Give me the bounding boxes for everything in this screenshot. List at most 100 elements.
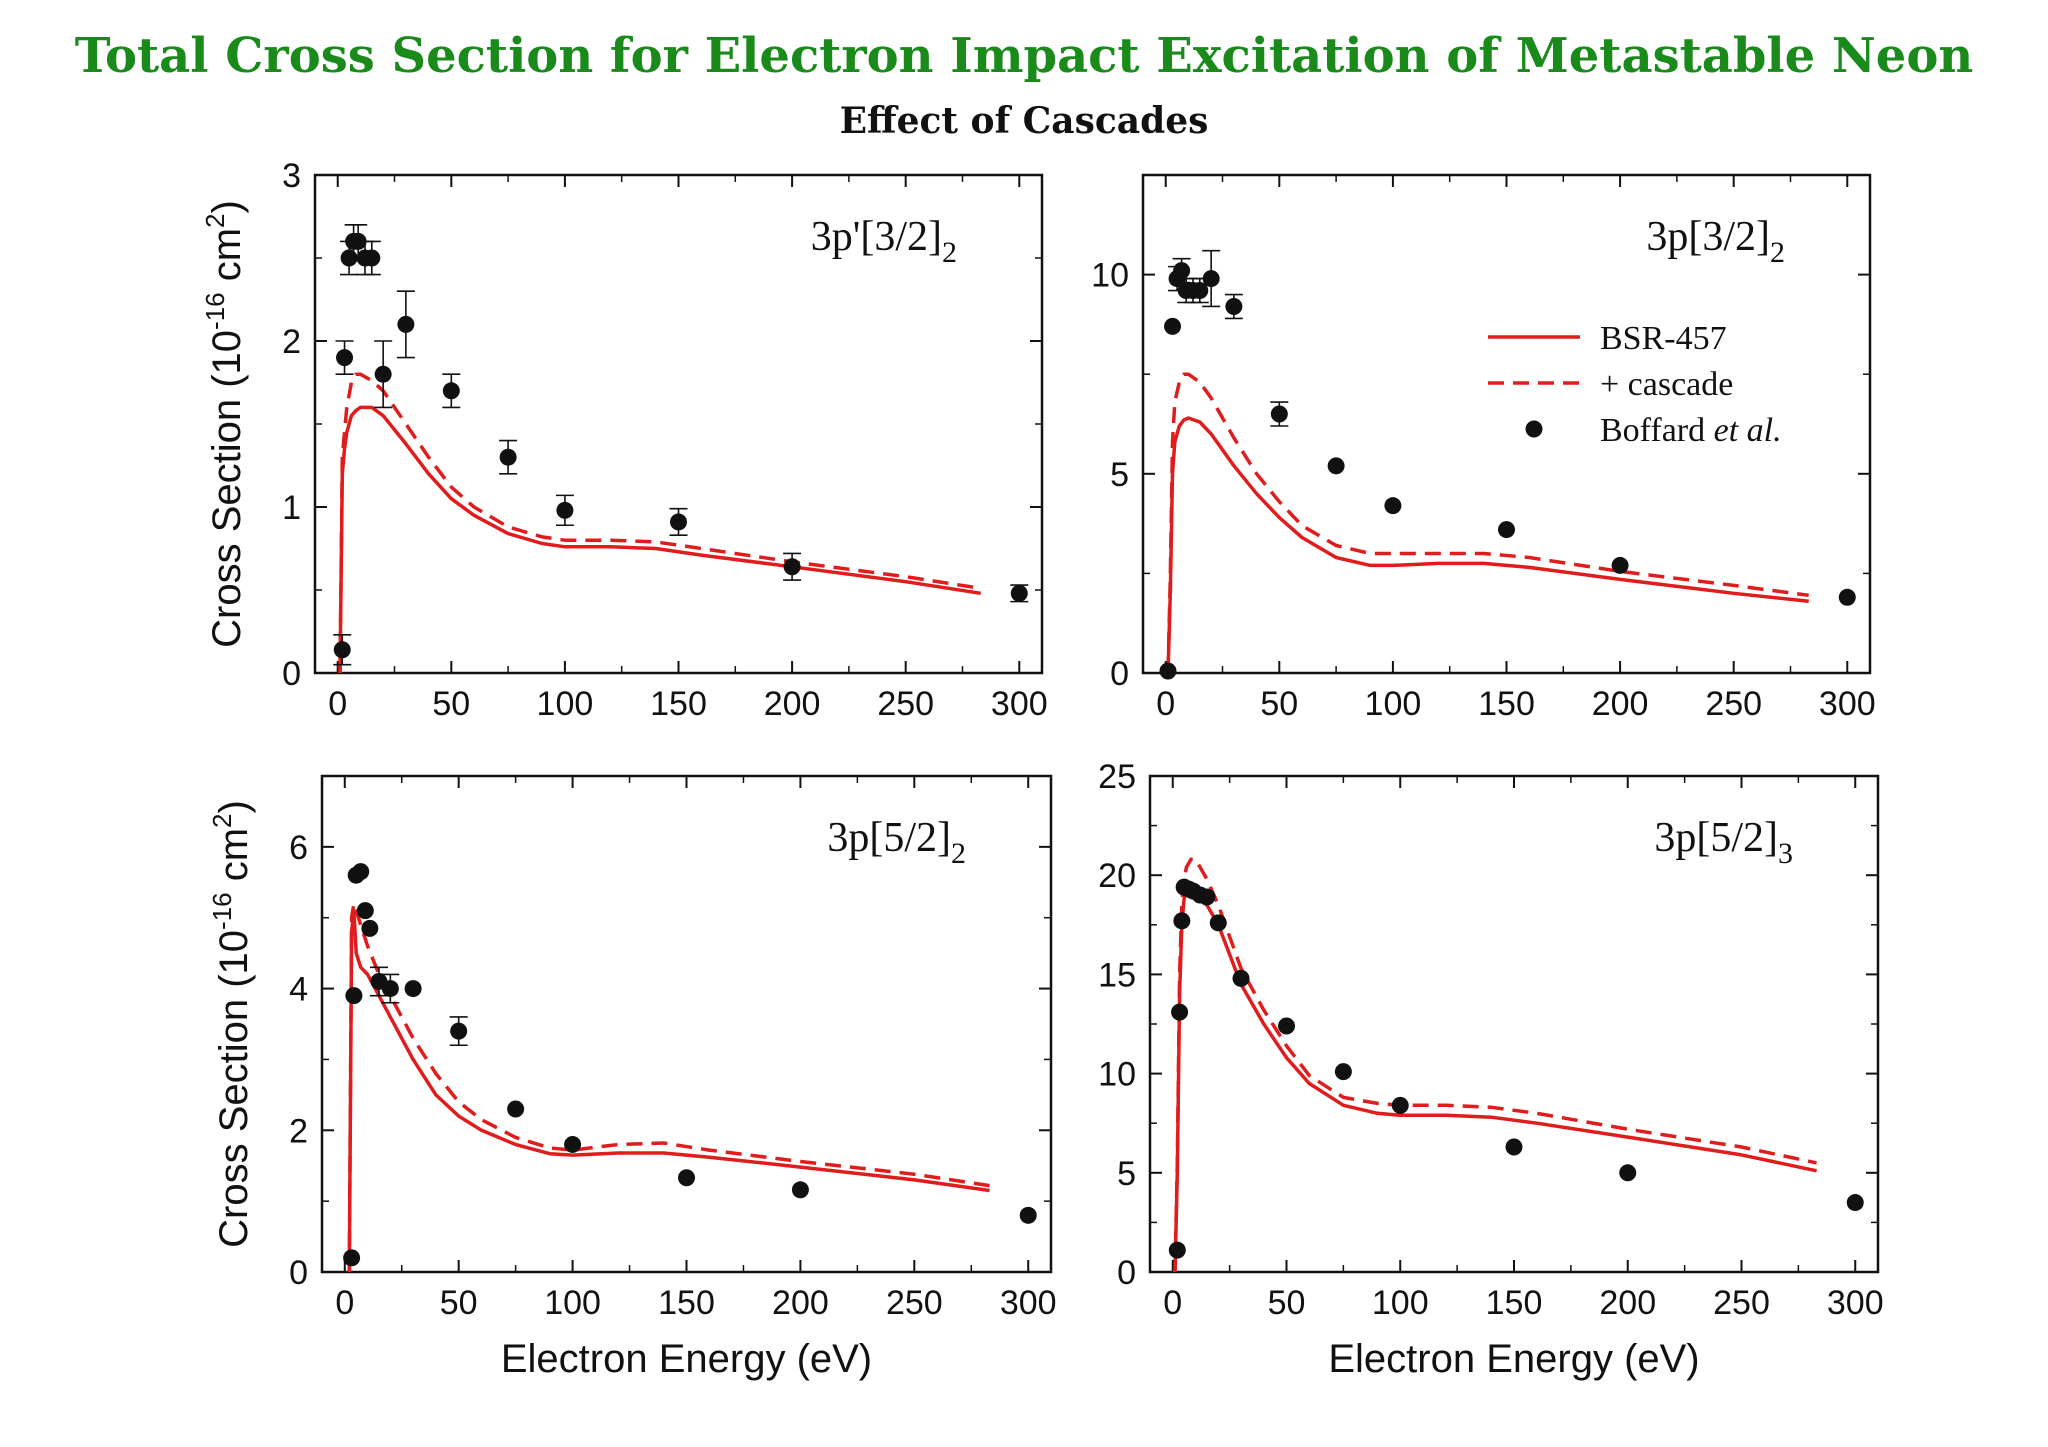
legend-label: + cascade: [1600, 366, 1733, 403]
data-point: [1232, 969, 1250, 987]
panel-bottom-left: 0 50 100 150 200 250 300 0 2 4 6 Electron Energy (e…: [207, 774, 1057, 1381]
y-tick-label: 0: [289, 1254, 308, 1292]
x-tick-label: 50: [432, 685, 470, 723]
y-tick-label: 0: [1117, 1254, 1136, 1292]
data-point: [499, 448, 517, 466]
x-tick-label: 200: [764, 685, 821, 723]
series-line-cascade: [338, 372, 981, 674]
data-point: [1505, 1138, 1523, 1156]
x-tick-label: 250: [877, 685, 934, 723]
data-point: [1019, 1206, 1037, 1224]
y-tick-label: 2: [282, 323, 301, 361]
panel-bottom-right: 0 50 100 150 200 250 300 0 5 10 15 20 25 Electron Ene…: [1098, 758, 1883, 1381]
data-point: [442, 382, 460, 400]
y-tick-label: 4: [289, 971, 308, 1009]
chart-subtitle: Effect of Cascades: [839, 100, 1209, 142]
data-point: [1838, 588, 1856, 606]
legend-swatch-point: [1525, 420, 1543, 438]
data-point: [381, 980, 399, 998]
data-point: [333, 641, 351, 659]
x-tick-label: 300: [991, 685, 1048, 723]
panel-top-right: 0 50 100 150 200 250 300 0 5 10 3p[3/2]2 BSR-457 + c…: [1091, 173, 1876, 723]
data-point: [564, 1135, 582, 1153]
x-tick-label: 250: [1713, 1284, 1770, 1322]
x-axis-title: Electron Energy (eV): [501, 1337, 872, 1381]
y-tick-label: 10: [1091, 257, 1129, 295]
y-tick-label: 3: [282, 157, 301, 195]
x-tick-label: 100: [537, 685, 594, 723]
data-point: [1278, 1017, 1295, 1035]
panel-label: 3p[5/2]3: [1654, 815, 1793, 870]
data-point: [1159, 662, 1177, 680]
x-tick-label: 150: [650, 685, 707, 723]
y-tick-label: 5: [1110, 456, 1129, 494]
x-tick-label: 0: [335, 1284, 354, 1322]
data-point: [356, 902, 374, 920]
x-tick-label: 200: [772, 1284, 829, 1322]
legend: BSR-457 + cascade Boffard et al.: [1488, 320, 1782, 449]
series-line-bsr: [1173, 883, 1817, 1273]
y-tick-label: 10: [1098, 1056, 1136, 1094]
data-point: [404, 980, 422, 998]
y-axis-title: Cross Section (10-16 cm2): [207, 800, 256, 1248]
x-tick-label: 150: [658, 1284, 715, 1322]
x-tick-label: 200: [1592, 685, 1649, 723]
data-point: [343, 1249, 361, 1267]
x-tick-label: 250: [886, 1284, 943, 1322]
x-tick-label: 300: [1000, 1284, 1057, 1322]
series-line-bsr: [1166, 416, 1809, 674]
data-point: [1173, 262, 1191, 280]
series-line-cascade: [347, 901, 990, 1273]
data-point: [1202, 270, 1220, 288]
data-point: [1619, 1164, 1637, 1182]
chart-title: Total Cross Section for Electron Impact …: [74, 28, 1974, 84]
data-point: [1010, 584, 1028, 602]
y-tick-label: 1: [282, 489, 301, 527]
data-point: [363, 249, 381, 267]
legend-label: BSR-457: [1600, 320, 1727, 357]
data-point: [783, 558, 801, 576]
data-point: [361, 919, 379, 937]
data-point: [678, 1169, 695, 1187]
data-point: [1209, 914, 1227, 932]
panel-top-left: 0 50 100 150 200 250 300 0 1 2 3 Cross Section (10-…: [200, 157, 1048, 723]
series-line-cascade: [1173, 857, 1817, 1273]
y-tick-label: 0: [1110, 655, 1129, 693]
y-axis-title: Cross Section (10-16 cm2): [200, 200, 249, 648]
series-line-cascade: [1166, 372, 1809, 674]
series-line-bsr: [347, 908, 990, 1273]
y-tick-label: 20: [1098, 857, 1136, 895]
data-point: [1498, 521, 1515, 539]
data-point: [336, 349, 354, 367]
data-point: [1384, 497, 1402, 515]
x-tick-label: 150: [1486, 1284, 1543, 1322]
data-point: [345, 987, 363, 1005]
data-point: [1327, 457, 1345, 475]
data-point: [1225, 297, 1243, 315]
data-point: [1198, 888, 1216, 906]
data-point: [1191, 282, 1209, 300]
panel-label: 3p'[3/2]2: [811, 214, 957, 269]
x-tick-label: 100: [1365, 685, 1422, 723]
y-tick-label: 15: [1098, 956, 1136, 994]
data-point: [397, 315, 415, 333]
x-tick-label: 0: [1156, 685, 1175, 723]
y-tick-label: 0: [282, 655, 301, 693]
data-point: [1168, 1241, 1186, 1259]
x-tick-label: 50: [1268, 1284, 1306, 1322]
x-tick-label: 0: [1163, 1284, 1182, 1322]
y-tick-label: 6: [289, 829, 308, 867]
data-point: [1173, 912, 1191, 930]
data-point: [1164, 317, 1182, 335]
x-tick-label: 250: [1705, 685, 1762, 723]
data-point: [1611, 556, 1629, 574]
data-point: [352, 863, 370, 881]
x-tick-label: 100: [544, 1284, 601, 1322]
data-point: [1846, 1194, 1864, 1212]
x-axis-title: Electron Energy (eV): [1328, 1337, 1699, 1381]
data-point: [450, 1022, 468, 1040]
x-tick-label: 0: [328, 685, 347, 723]
y-tick-label: 25: [1098, 758, 1136, 796]
panel-label: 3p[3/2]2: [1646, 214, 1785, 269]
